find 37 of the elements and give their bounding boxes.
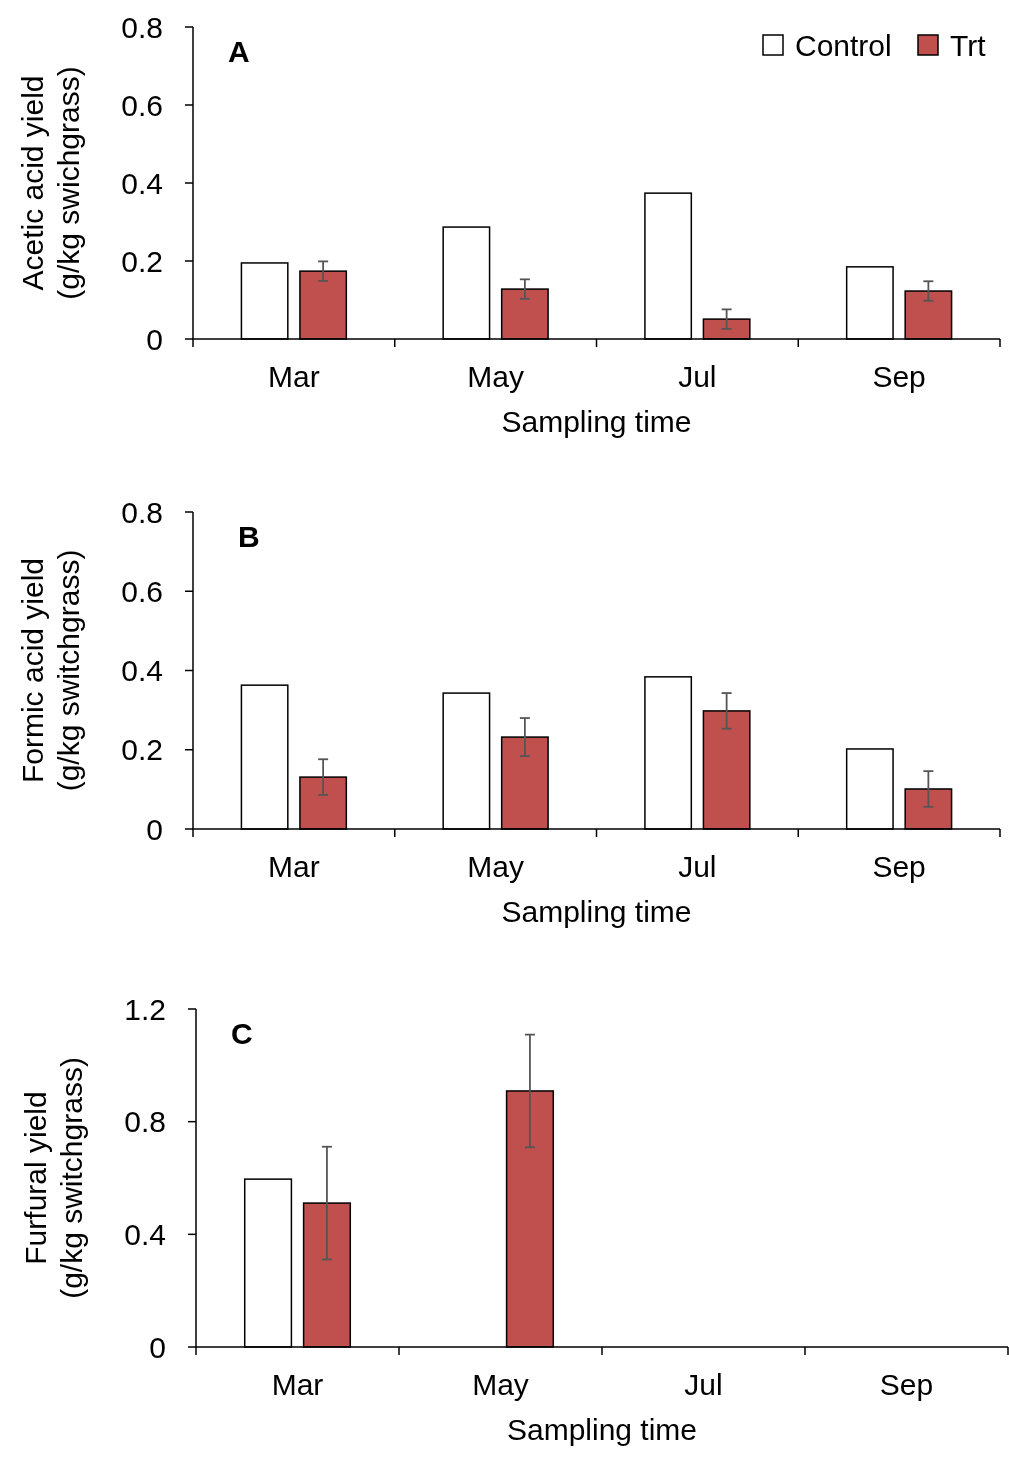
y-tick-label: 0.8 bbox=[121, 495, 163, 529]
y-tick-label: 0.6 bbox=[121, 574, 163, 608]
y-tick-label: 0.8 bbox=[124, 1105, 166, 1139]
x-tick-label: May bbox=[467, 360, 524, 393]
x-tick-label: Mar bbox=[268, 360, 320, 393]
y-tick-label: 0.2 bbox=[121, 733, 163, 767]
x-tick-label: Jul bbox=[678, 360, 717, 393]
y-tick-label: 0.4 bbox=[121, 166, 163, 200]
x-tick-label: Sep bbox=[872, 850, 926, 883]
x-tick-label: May bbox=[467, 850, 524, 883]
chart-title: C bbox=[231, 1017, 253, 1050]
y-tick-label: 0 bbox=[146, 322, 163, 356]
x-axis-title: Sampling time bbox=[501, 405, 692, 438]
y-tick-label: 0.6 bbox=[121, 88, 163, 122]
x-tick-label: Sep bbox=[879, 1368, 934, 1401]
y-tick-label: 0 bbox=[149, 1330, 166, 1364]
y-axis-title: Acetic acid yield (g/kg swichgrass) bbox=[16, 66, 85, 300]
y-tick-label: 0.8 bbox=[121, 10, 163, 44]
x-tick-label: May bbox=[472, 1368, 529, 1401]
x-tick-label: Mar bbox=[271, 1368, 324, 1401]
chart-title: B bbox=[238, 520, 260, 553]
legend-label: Trt bbox=[950, 28, 987, 62]
y-axis-title: Formic acid yield (g/kg switchgrass) bbox=[16, 549, 85, 792]
y-tick-label: 0.4 bbox=[121, 654, 163, 687]
x-tick-label: Jul bbox=[678, 850, 717, 883]
x-tick-label: Mar bbox=[268, 850, 320, 883]
chart-title: A bbox=[228, 35, 250, 68]
x-axis-title: Sampling time bbox=[501, 895, 692, 928]
y-axis-title: Furfural yield (g/kg switchgrass) bbox=[19, 1057, 88, 1299]
y-tick-label: 0.4 bbox=[124, 1217, 166, 1251]
x-axis-title: Sampling time bbox=[506, 1413, 698, 1446]
legend-label: Control bbox=[795, 28, 892, 62]
x-tick-label: Jul bbox=[684, 1368, 723, 1401]
y-tick-label: 1.2 bbox=[124, 992, 166, 1026]
x-tick-label: Sep bbox=[872, 360, 926, 393]
y-tick-label: 0 bbox=[146, 812, 163, 846]
y-tick-label: 0.2 bbox=[121, 244, 163, 278]
